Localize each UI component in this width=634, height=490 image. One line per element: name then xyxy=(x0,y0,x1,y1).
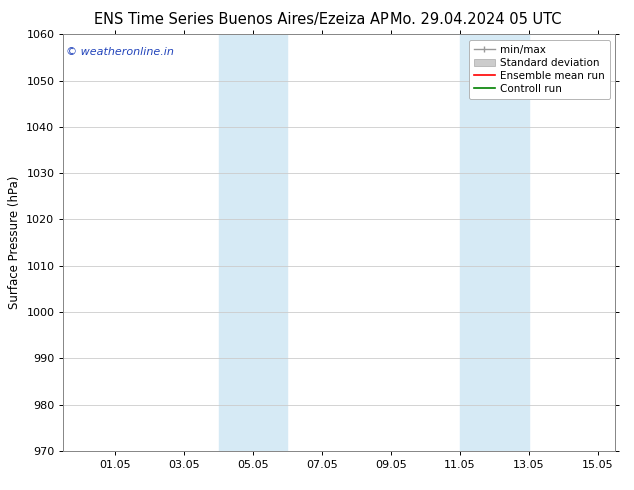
Text: Mo. 29.04.2024 05 UTC: Mo. 29.04.2024 05 UTC xyxy=(390,12,561,27)
Y-axis label: Surface Pressure (hPa): Surface Pressure (hPa) xyxy=(8,176,21,309)
Legend: min/max, Standard deviation, Ensemble mean run, Controll run: min/max, Standard deviation, Ensemble me… xyxy=(469,40,610,99)
Bar xyxy=(219,34,287,451)
Text: ENS Time Series Buenos Aires/Ezeiza AP: ENS Time Series Buenos Aires/Ezeiza AP xyxy=(94,12,388,27)
Text: © weatheronline.in: © weatheronline.in xyxy=(66,47,174,57)
Bar xyxy=(460,34,529,451)
